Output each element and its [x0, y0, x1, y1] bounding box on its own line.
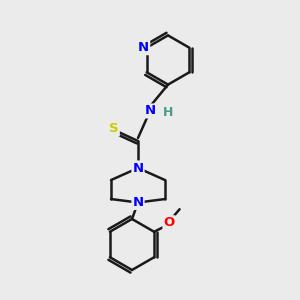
Text: N: N	[144, 104, 156, 118]
Text: N: N	[132, 161, 144, 175]
Text: S: S	[109, 122, 119, 136]
Text: O: O	[164, 216, 175, 229]
Text: N: N	[132, 196, 144, 209]
Text: H: H	[163, 106, 173, 119]
Text: N: N	[138, 41, 149, 54]
